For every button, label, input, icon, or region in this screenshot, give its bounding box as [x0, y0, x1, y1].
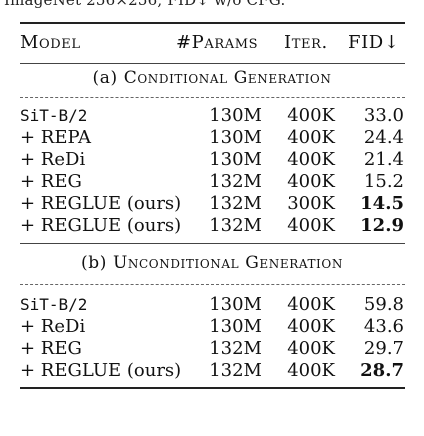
row-b2-params: 132M	[209, 338, 262, 359]
section-title-conditional: (a) Conditional Generation	[92, 68, 332, 88]
row-a4-fid: 14.5	[360, 193, 404, 214]
section-title-unconditional: (b) Unconditional Generation	[81, 253, 343, 273]
header-rule	[20, 63, 405, 64]
row-a1-model: + REPA	[20, 127, 91, 148]
row-a2-model: + ReDi	[20, 149, 86, 170]
row-a1-iter: 400K	[287, 127, 335, 148]
row-a4-params: 132M	[209, 193, 262, 214]
row-b0-model: SiT-B/2	[20, 295, 88, 314]
section-a-divider	[20, 97, 405, 98]
row-a5-params: 132M	[209, 215, 262, 236]
row-b0-params: 130M	[209, 294, 262, 315]
header-fid: FID↓	[348, 32, 400, 53]
row-a3-model: + REG	[20, 171, 82, 192]
row-a1-params: 130M	[209, 127, 262, 148]
section-b-divider	[20, 284, 405, 285]
row-b1-iter: 400K	[287, 316, 335, 337]
row-b3-iter: 400K	[287, 360, 335, 381]
row-b2-fid: 29.7	[363, 338, 404, 359]
row-a0-iter: 400K	[287, 105, 335, 126]
row-a2-fid: 21.4	[363, 149, 404, 170]
row-b3-model: + REGLUE (ours)	[20, 360, 182, 381]
row-a0-params: 130M	[209, 105, 262, 126]
row-a2-params: 130M	[209, 149, 262, 170]
section-b-top-rule	[20, 243, 405, 244]
row-b0-fid: 59.8	[363, 294, 404, 315]
header-iter: Iter.	[284, 32, 328, 53]
row-a3-params: 132M	[209, 171, 262, 192]
header-model: Model	[20, 32, 81, 53]
row-a3-iter: 400K	[287, 171, 335, 192]
row-b1-model: + ReDi	[20, 316, 86, 337]
row-a5-fid: 12.9	[360, 215, 404, 236]
row-a5-iter: 400K	[287, 215, 335, 236]
row-b0-iter: 400K	[287, 294, 335, 315]
row-a0-model: SiT-B/2	[20, 106, 88, 125]
row-b1-fid: 43.6	[363, 316, 404, 337]
row-b3-fid: 28.7	[360, 360, 404, 381]
row-a2-iter: 400K	[287, 149, 335, 170]
row-a1-fid: 24.4	[363, 127, 404, 148]
row-b2-model: + REG	[20, 338, 82, 359]
row-b3-params: 132M	[209, 360, 262, 381]
row-a4-model: + REGLUE (ours)	[20, 193, 182, 214]
row-b1-params: 130M	[209, 316, 262, 337]
caption-fragment: ImageNet 256×256, FID↓ w/o CFG.	[4, 0, 286, 9]
top-rule	[20, 22, 405, 24]
row-a4-iter: 300K	[287, 193, 335, 214]
row-b2-iter: 400K	[287, 338, 335, 359]
row-a0-fid: 33.0	[363, 105, 404, 126]
row-a3-fid: 15.2	[363, 171, 404, 192]
row-a5-model: + REGLUE (ours)	[20, 215, 182, 236]
bottom-rule	[20, 387, 405, 389]
header-params: #Params	[176, 32, 259, 53]
